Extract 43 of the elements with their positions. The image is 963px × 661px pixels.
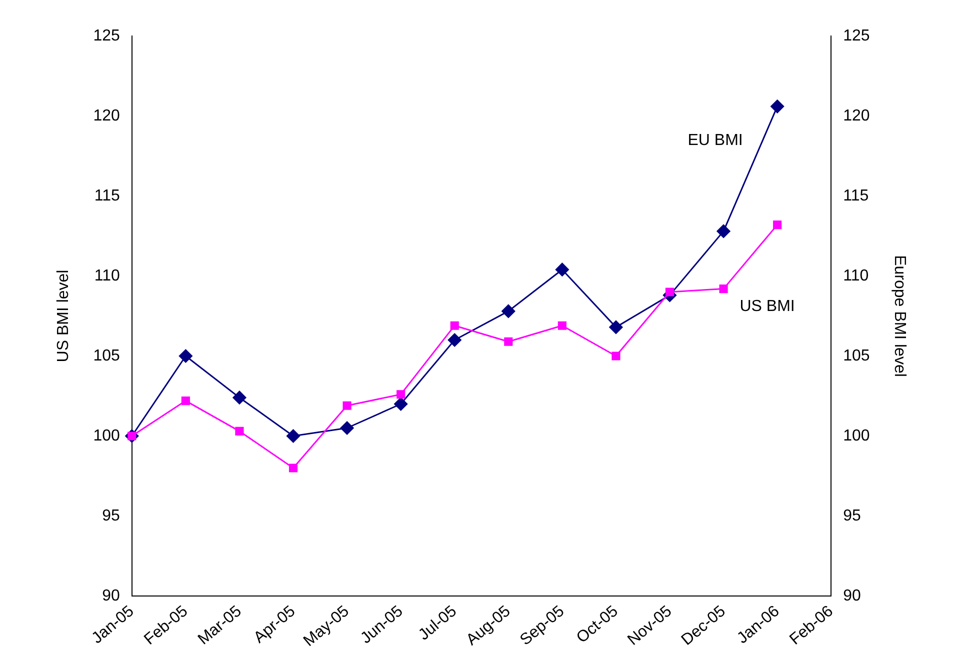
series-label: US BMI: [740, 298, 795, 316]
y2-tick-label: 100: [843, 427, 870, 444]
y-tick-label: 95: [102, 507, 120, 524]
point: [396, 390, 406, 399]
y2-axis-title: Europe BMI level: [890, 255, 908, 377]
series-label: EU BMI: [688, 132, 743, 149]
point: [716, 224, 730, 238]
point: [288, 464, 298, 472]
point: [340, 421, 354, 435]
point: [181, 396, 190, 406]
y2-tick-label: 95: [843, 507, 862, 524]
point: [178, 349, 192, 363]
y-tick-label: 115: [94, 187, 120, 204]
y-tick-label: 105: [93, 347, 120, 364]
point: [450, 321, 459, 330]
point: [558, 321, 566, 330]
point: [770, 100, 784, 114]
y-tick-label: 125: [93, 27, 120, 44]
y2-tick-label: 115: [843, 187, 869, 204]
y2-tick-label: 110: [843, 267, 869, 284]
point: [448, 333, 462, 347]
point: [342, 401, 352, 410]
y-tick-label: 100: [93, 427, 120, 444]
y-axis-title: US BMI level: [55, 270, 72, 362]
y2-tick-label: 125: [843, 27, 870, 44]
y2-tick-label: 90: [843, 587, 862, 604]
point: [773, 220, 782, 230]
point: [232, 390, 246, 404]
point: [609, 320, 623, 334]
point: [235, 426, 244, 436]
y-tick-label: 90: [102, 587, 120, 604]
point: [612, 352, 620, 360]
y2-tick-label: 120: [843, 107, 870, 124]
point: [555, 262, 569, 276]
y-tick-label: 120: [93, 107, 120, 124]
point: [502, 304, 516, 318]
point: [665, 288, 674, 296]
y2-tick-label: 105: [843, 347, 870, 364]
point: [394, 397, 408, 411]
point: [504, 337, 513, 346]
point: [719, 284, 728, 294]
point: [286, 429, 300, 443]
y-tick-label: 110: [94, 267, 120, 284]
